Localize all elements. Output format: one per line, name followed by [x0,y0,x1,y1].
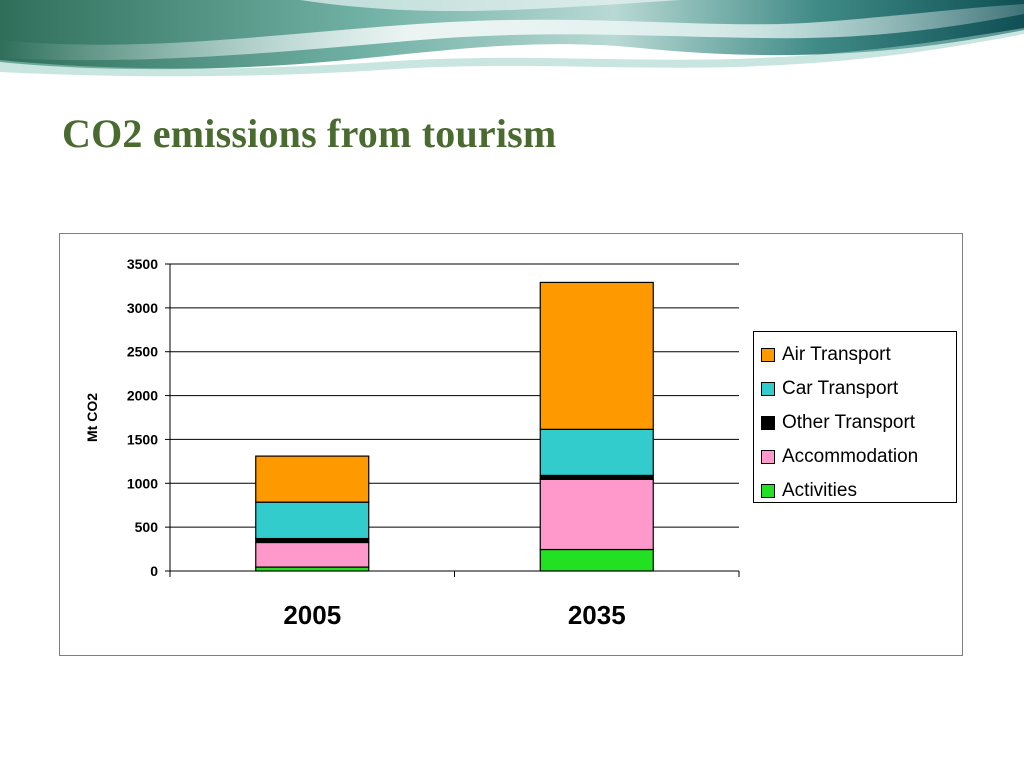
legend-swatch [761,484,775,498]
y-tick-label: 3500 [127,256,158,272]
legend-label: Car Transport [782,378,899,399]
bar-segment-accommodation-2035 [539,478,654,551]
legend-label: Air Transport [782,344,891,365]
y-tick-label: 1500 [127,431,158,447]
bar-segment-activities-2035 [539,548,654,572]
legend-swatch [761,416,775,430]
legend-item-activities: Activities [761,474,956,508]
legend-item-other-transport: Other Transport [761,406,956,440]
y-tick-label: 2500 [127,344,158,360]
legend-item-accommodation: Accommodation [761,440,956,474]
slide-title: CO2 emissions from tourism [62,111,557,156]
bar-segment-car-transport-2035 [539,428,654,476]
legend-label: Activities [782,480,857,501]
y-tick-label: 3000 [127,300,158,316]
legend-item-car-transport: Car Transport [761,372,956,406]
y-tick-label: 0 [150,563,158,579]
legend-swatch [761,450,775,464]
legend-swatch [761,348,775,362]
bar-segment-accommodation-2005 [255,541,370,568]
legend-label: Accommodation [782,446,919,467]
y-tick-label: 1000 [127,475,158,491]
x-tick-label: 2035 [568,600,626,630]
chart-legend: Air Transport Car Transport Other Transpor… [753,331,957,503]
header-banner [0,0,1024,77]
bar-segment-air-transport-2035 [539,281,654,430]
legend-swatch [761,382,775,396]
bar-segment-car-transport-2005 [255,501,370,540]
x-tick-label: 2005 [283,600,341,630]
bar-segment-air-transport-2005 [255,455,370,503]
legend-item-air-transport: Air Transport [761,338,956,372]
y-tick-label: 2000 [127,388,158,404]
y-axis-label: Mt CO2 [84,393,100,442]
legend-label: Other Transport [782,412,916,433]
y-tick-label: 500 [135,519,159,535]
